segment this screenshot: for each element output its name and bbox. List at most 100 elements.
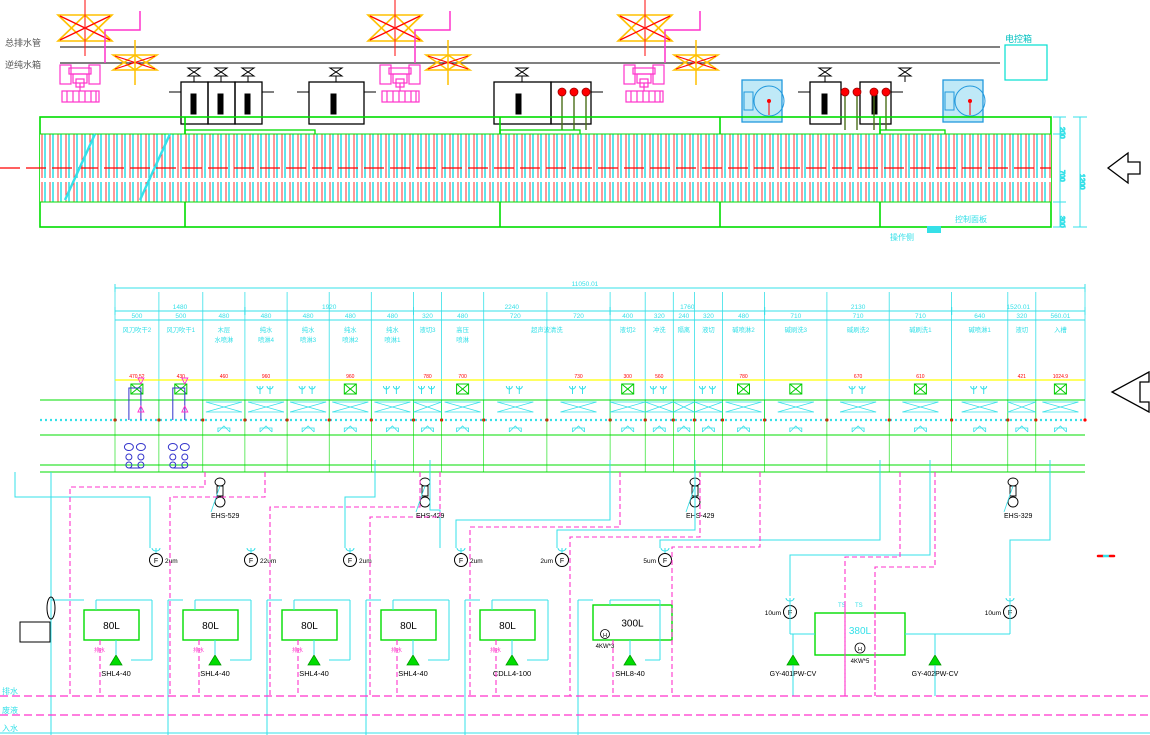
svg-text:2um: 2um: [165, 558, 178, 565]
svg-text:H: H: [603, 633, 607, 639]
svg-text:电控箱: 电控箱: [1005, 33, 1032, 44]
svg-text:560.01: 560.01: [1050, 313, 1070, 320]
svg-text:纯水: 纯水: [260, 325, 273, 334]
svg-text:CDLL4-100: CDLL4-100: [493, 669, 531, 678]
svg-text:480: 480: [261, 313, 272, 320]
svg-text:喷淋3: 喷淋3: [300, 335, 317, 344]
svg-text:2um: 2um: [540, 558, 553, 565]
svg-text:80L: 80L: [103, 621, 120, 632]
svg-text:排水: 排水: [94, 646, 106, 654]
svg-text:560: 560: [655, 374, 664, 380]
svg-text:碱喷淋2: 碱喷淋2: [732, 325, 755, 334]
svg-text:320: 320: [422, 313, 433, 320]
svg-text:液切2: 液切2: [620, 325, 637, 334]
svg-text:320: 320: [1016, 313, 1027, 320]
svg-text:480: 480: [218, 313, 229, 320]
svg-text:F: F: [154, 558, 158, 565]
svg-text:风刀吹干2: 风刀吹干2: [123, 325, 152, 334]
svg-text:670: 670: [854, 374, 863, 380]
svg-text:380L: 380L: [849, 626, 872, 637]
svg-text:4KW*5: 4KW*5: [851, 659, 870, 665]
svg-text:610: 610: [916, 374, 925, 380]
svg-text:1520.01: 1520.01: [1007, 304, 1031, 311]
svg-text:SHL4-40: SHL4-40: [299, 669, 329, 678]
svg-text:排水: 排水: [391, 646, 403, 654]
svg-text:80L: 80L: [301, 621, 318, 632]
svg-text:320: 320: [654, 313, 665, 320]
svg-text:TS: TS: [855, 603, 863, 609]
svg-text:700: 700: [458, 374, 467, 380]
svg-text:喷淋4: 喷淋4: [258, 335, 275, 344]
svg-text:710: 710: [915, 313, 926, 320]
svg-text:F: F: [560, 558, 564, 565]
svg-text:液切: 液切: [1016, 325, 1029, 334]
svg-text:碱喷淋1: 碱喷淋1: [968, 325, 991, 334]
svg-text:喷淋2: 喷淋2: [342, 335, 359, 344]
svg-text:300L: 300L: [621, 619, 644, 630]
svg-text:1760: 1760: [680, 304, 695, 311]
svg-text:液切: 液切: [702, 325, 715, 334]
svg-text:5um: 5um: [643, 558, 656, 565]
svg-text:730: 730: [574, 374, 583, 380]
svg-text:4KW*3: 4KW*3: [596, 644, 615, 650]
svg-text:720: 720: [510, 313, 521, 320]
svg-text:300: 300: [624, 374, 633, 380]
svg-text:水喷淋: 水喷淋: [214, 335, 234, 344]
svg-text:入槽: 入槽: [1054, 325, 1067, 334]
svg-text:460: 460: [220, 374, 229, 380]
svg-text:控制面板: 控制面板: [955, 214, 987, 224]
svg-text:冲洗: 冲洗: [653, 325, 666, 334]
svg-text:480: 480: [457, 313, 468, 320]
svg-text:操作侧: 操作侧: [890, 232, 914, 242]
svg-text:320: 320: [703, 313, 714, 320]
svg-text:960: 960: [346, 374, 355, 380]
svg-text:640: 640: [974, 313, 985, 320]
svg-text:排水: 排水: [2, 686, 18, 696]
svg-text:80L: 80L: [499, 621, 516, 632]
svg-text:22um: 22um: [260, 558, 276, 565]
svg-text:排水: 排水: [292, 646, 304, 654]
svg-text:液切3: 液切3: [419, 325, 436, 334]
svg-text:F: F: [663, 558, 667, 565]
svg-text:F: F: [459, 558, 463, 565]
svg-text:排水: 排水: [193, 646, 205, 654]
svg-text:500: 500: [131, 313, 142, 320]
svg-text:421: 421: [1018, 374, 1027, 380]
svg-text:720: 720: [573, 313, 584, 320]
svg-text:废液: 废液: [2, 705, 18, 715]
svg-text:逆纯水箱: 逆纯水箱: [5, 59, 41, 70]
svg-text:喷淋: 喷淋: [456, 335, 469, 344]
svg-text:高压: 高压: [456, 325, 469, 334]
svg-text:2240: 2240: [505, 304, 520, 311]
svg-text:1200: 1200: [1078, 174, 1085, 190]
svg-text:H: H: [858, 647, 862, 653]
svg-text:碱刷洗3: 碱刷洗3: [785, 325, 808, 334]
svg-text:纯水: 纯水: [302, 325, 315, 334]
svg-text:SHL4-40: SHL4-40: [398, 669, 428, 678]
svg-text:10um: 10um: [985, 610, 1001, 617]
svg-text:240: 240: [678, 313, 689, 320]
svg-text:2um: 2um: [470, 558, 483, 565]
svg-text:风刀吹干1: 风刀吹干1: [166, 325, 195, 334]
svg-text:碱刷洗2: 碱刷洗2: [847, 325, 870, 334]
svg-text:960: 960: [262, 374, 271, 380]
svg-text:木层: 木层: [218, 325, 231, 334]
svg-text:总排水管: 总排水管: [5, 37, 41, 48]
svg-text:500: 500: [175, 313, 186, 320]
svg-text:入水: 入水: [2, 723, 18, 733]
svg-text:780: 780: [739, 374, 748, 380]
svg-text:80L: 80L: [202, 621, 219, 632]
svg-text:纯水: 纯水: [386, 325, 399, 334]
svg-text:10um: 10um: [765, 610, 781, 617]
svg-text:喷淋1: 喷淋1: [384, 335, 401, 344]
svg-text:纯水: 纯水: [344, 325, 357, 334]
svg-text:710: 710: [790, 313, 801, 320]
svg-text:80L: 80L: [400, 621, 417, 632]
svg-text:隔离: 隔离: [678, 325, 691, 334]
svg-text:470.52: 470.52: [129, 374, 145, 380]
svg-text:EHS-329: EHS-329: [1004, 513, 1033, 520]
svg-text:SHL4-40: SHL4-40: [101, 669, 131, 678]
svg-text:480: 480: [345, 313, 356, 320]
svg-text:480: 480: [387, 313, 398, 320]
svg-text:碱刷洗1: 碱刷洗1: [909, 325, 932, 334]
